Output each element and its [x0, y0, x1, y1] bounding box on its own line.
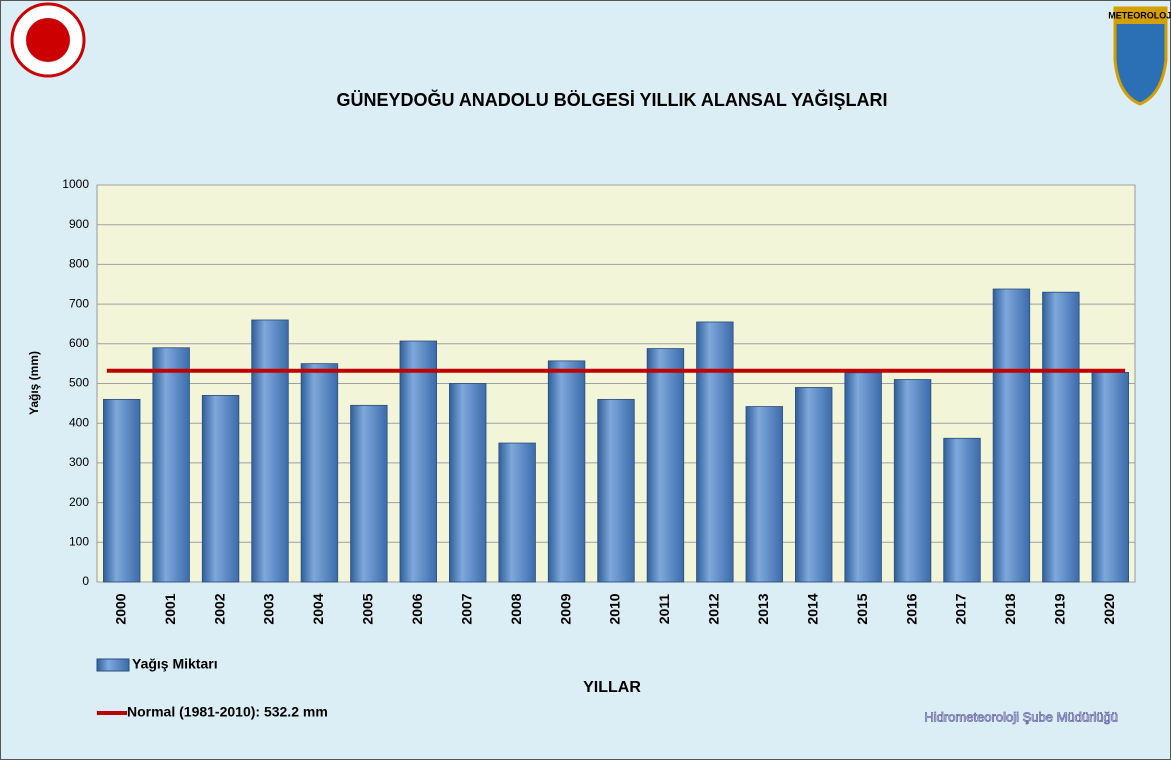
bar	[597, 398, 635, 583]
bar	[646, 348, 685, 583]
y-tick-label: 500	[69, 376, 89, 390]
logo-band	[1116, 8, 1166, 24]
bar	[745, 406, 783, 583]
bar	[992, 288, 1031, 583]
x-tick-label: 2018	[1002, 593, 1018, 624]
legend-label: Yağış Miktarı	[132, 656, 218, 672]
x-tick-label: 2014	[804, 593, 820, 624]
logo-text: METEOROLOJİ	[1108, 10, 1171, 20]
x-tick-label: 2019	[1052, 593, 1068, 624]
bar	[350, 404, 388, 583]
x-tick-label: 2013	[755, 593, 771, 624]
x-axis-title: YILLAR	[583, 679, 641, 696]
meteoroloji-logo	[1113, 6, 1168, 106]
footer: Hidrometeoroloji Şube Müdürlüğü	[924, 709, 1118, 724]
bar	[696, 321, 734, 583]
bar	[251, 319, 289, 583]
bar	[449, 383, 487, 583]
legend-label: Normal (1981-2010): 532.2 mm	[127, 704, 328, 720]
ministry-logo-inner	[26, 18, 70, 62]
x-tick-label: 2017	[953, 593, 969, 624]
bar	[498, 442, 536, 583]
y-tick-label: 800	[69, 257, 89, 271]
y-tick-label: 900	[69, 217, 89, 231]
x-tick-label: 2009	[557, 593, 573, 624]
bar	[1091, 371, 1129, 583]
x-tick-label: 2015	[854, 593, 870, 624]
x-tick-label: 2008	[508, 593, 524, 624]
bar	[103, 398, 141, 583]
x-tick-label: 2002	[211, 593, 227, 624]
bar	[547, 360, 586, 583]
x-tick-label: 2007	[458, 593, 474, 624]
y-tick-label: 1000	[62, 177, 89, 191]
bar	[1042, 291, 1080, 583]
y-tick-label: 0	[82, 574, 89, 588]
legend-swatch	[96, 658, 130, 672]
bar	[399, 340, 437, 583]
chart-title: GÜNEYDOĞU ANADOLU BÖLGESİ YILLIK ALANSAL…	[336, 89, 887, 110]
x-tick-label: 2010	[607, 593, 623, 624]
x-tick-label: 2012	[706, 593, 722, 624]
y-tick-label: 300	[69, 455, 89, 469]
y-tick-label: 100	[69, 534, 89, 548]
bar	[844, 372, 882, 583]
y-axis-title: Yağış (mm)	[27, 351, 41, 415]
x-tick-label: 2006	[409, 593, 425, 624]
x-tick-label: 2000	[112, 593, 128, 624]
x-tick-label: 2020	[1101, 593, 1117, 624]
x-tick-label: 2003	[261, 593, 277, 624]
bar	[893, 379, 932, 583]
bar	[201, 395, 240, 583]
x-tick-label: 2005	[360, 593, 376, 624]
x-tick-label: 2011	[656, 594, 672, 625]
x-tick-label: 2016	[903, 593, 919, 624]
x-tick-label: 2004	[310, 593, 326, 624]
x-tick-label: 2001	[162, 593, 178, 624]
bar	[300, 363, 339, 583]
bar	[152, 347, 190, 583]
y-tick-label: 700	[69, 296, 89, 310]
y-tick-label: 200	[69, 495, 89, 509]
bar	[943, 437, 981, 583]
y-tick-label: 600	[69, 336, 89, 350]
y-tick-label: 400	[69, 415, 89, 429]
bar	[795, 387, 833, 583]
